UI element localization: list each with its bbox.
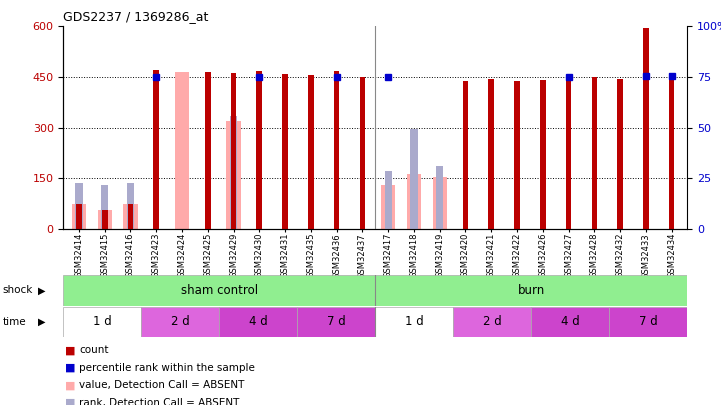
Bar (226, 121, 241, 229)
Text: 7 d: 7 d (327, 315, 345, 328)
Text: 1 d: 1 d (93, 315, 112, 328)
Bar (454, 307, 531, 337)
Bar (127, 183, 134, 229)
Text: 1 d: 1 d (405, 315, 424, 328)
Bar (591, 77, 597, 229)
Bar (566, 75, 572, 229)
Bar (102, 210, 107, 229)
Bar (205, 72, 211, 229)
Bar (128, 203, 133, 229)
Bar (75, 183, 82, 229)
Text: 2 d: 2 d (171, 315, 190, 328)
Bar (410, 129, 417, 229)
Text: ■: ■ (65, 380, 76, 390)
Bar (609, 307, 687, 337)
Bar (297, 307, 375, 337)
Bar (531, 307, 609, 337)
Text: 2 d: 2 d (483, 315, 502, 328)
Bar (514, 81, 520, 229)
Bar (381, 185, 395, 229)
Bar (436, 166, 443, 229)
Bar (72, 203, 86, 229)
Text: value, Detection Call = ABSENT: value, Detection Call = ABSENT (79, 380, 244, 390)
Bar (154, 70, 159, 229)
Bar (375, 275, 687, 306)
Text: ■: ■ (65, 398, 76, 405)
Bar (175, 72, 189, 229)
Bar (63, 307, 141, 337)
Bar (282, 74, 288, 229)
Bar (540, 80, 546, 229)
Text: GDS2237 / 1369286_at: GDS2237 / 1369286_at (63, 10, 209, 23)
Text: ▶: ▶ (38, 317, 45, 326)
Text: burn: burn (518, 284, 545, 297)
Bar (384, 171, 392, 229)
Bar (643, 28, 649, 229)
Text: time: time (3, 317, 27, 326)
Text: ▶: ▶ (38, 286, 45, 295)
Text: ■: ■ (65, 363, 76, 373)
Bar (669, 72, 674, 229)
Bar (97, 210, 112, 229)
Bar (141, 307, 219, 337)
Text: sham control: sham control (181, 284, 258, 297)
Text: percentile rank within the sample: percentile rank within the sample (79, 363, 255, 373)
Bar (63, 275, 375, 306)
Text: shock: shock (3, 286, 33, 295)
Text: ■: ■ (65, 345, 76, 355)
Text: 7 d: 7 d (639, 315, 658, 328)
Text: 4 d: 4 d (249, 315, 267, 328)
Bar (76, 203, 81, 229)
Bar (219, 307, 297, 337)
Bar (101, 185, 108, 229)
Bar (463, 81, 469, 229)
Text: 4 d: 4 d (561, 315, 580, 328)
Bar (617, 79, 623, 229)
Text: count: count (79, 345, 109, 355)
Bar (433, 177, 447, 229)
Bar (334, 71, 340, 229)
Bar (257, 71, 262, 229)
Bar (407, 174, 421, 229)
Bar (375, 307, 454, 337)
Bar (308, 75, 314, 229)
Bar (123, 203, 138, 229)
Text: rank, Detection Call = ABSENT: rank, Detection Call = ABSENT (79, 398, 239, 405)
Bar (360, 77, 366, 229)
Bar (230, 116, 237, 229)
Bar (488, 79, 494, 229)
Bar (231, 73, 236, 229)
